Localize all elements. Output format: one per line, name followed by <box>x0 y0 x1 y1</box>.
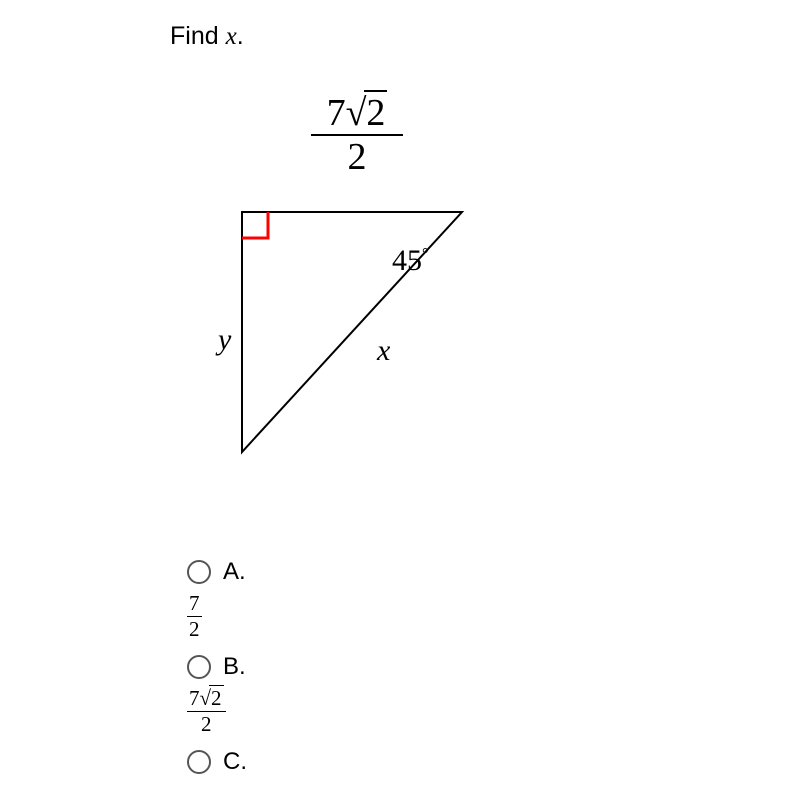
choice-a-denom: 2 <box>187 619 202 640</box>
right-angle-marker <box>242 212 268 238</box>
choice-c-letter: C. <box>223 748 247 776</box>
choice-a-letter: A. <box>223 558 246 586</box>
top-denominator: 2 <box>302 138 412 176</box>
sqrt-wrap: √2 <box>346 94 388 132</box>
hypotenuse-label-x: x <box>377 334 390 368</box>
triangle-figure <box>242 212 482 472</box>
question-prompt: Find x. <box>170 22 244 51</box>
choice-a-row: A. <box>187 555 247 589</box>
choice-c-row: C. <box>187 745 247 779</box>
triangle <box>242 212 462 452</box>
sqrt-arg: 2 <box>364 90 387 134</box>
choice-b-radicand: 2 <box>209 685 224 710</box>
choice-b-value: 7√2 2 <box>187 688 247 735</box>
angle-label: 45° <box>392 244 429 278</box>
radio-c[interactable] <box>187 750 211 774</box>
choice-b-coeff: 7 <box>189 686 200 710</box>
triangle-svg <box>242 212 482 472</box>
top-side-label: 7√2 2 <box>302 94 412 176</box>
radio-b[interactable] <box>187 655 211 679</box>
top-numerator: 7√2 <box>302 94 412 132</box>
prompt-pre: Find <box>170 22 226 50</box>
radio-a[interactable] <box>187 560 211 584</box>
choice-a-numer: 7 <box>187 593 202 614</box>
leg-label-y: y <box>218 323 231 357</box>
choice-a-value: 7 2 <box>187 593 247 640</box>
degree-symbol: ° <box>422 244 429 263</box>
angle-value: 45 <box>392 244 422 277</box>
choice-b-denom: 2 <box>187 714 226 735</box>
top-coeff: 7 <box>327 92 346 134</box>
prompt-post: . <box>237 22 244 50</box>
prompt-variable: x <box>226 23 237 50</box>
choice-b-row: B. <box>187 650 247 684</box>
answer-choices: A. 7 2 B. 7√2 2 C. <box>187 555 247 779</box>
choice-b-numer: 7√2 <box>187 688 226 709</box>
choice-b-letter: B. <box>223 653 246 681</box>
